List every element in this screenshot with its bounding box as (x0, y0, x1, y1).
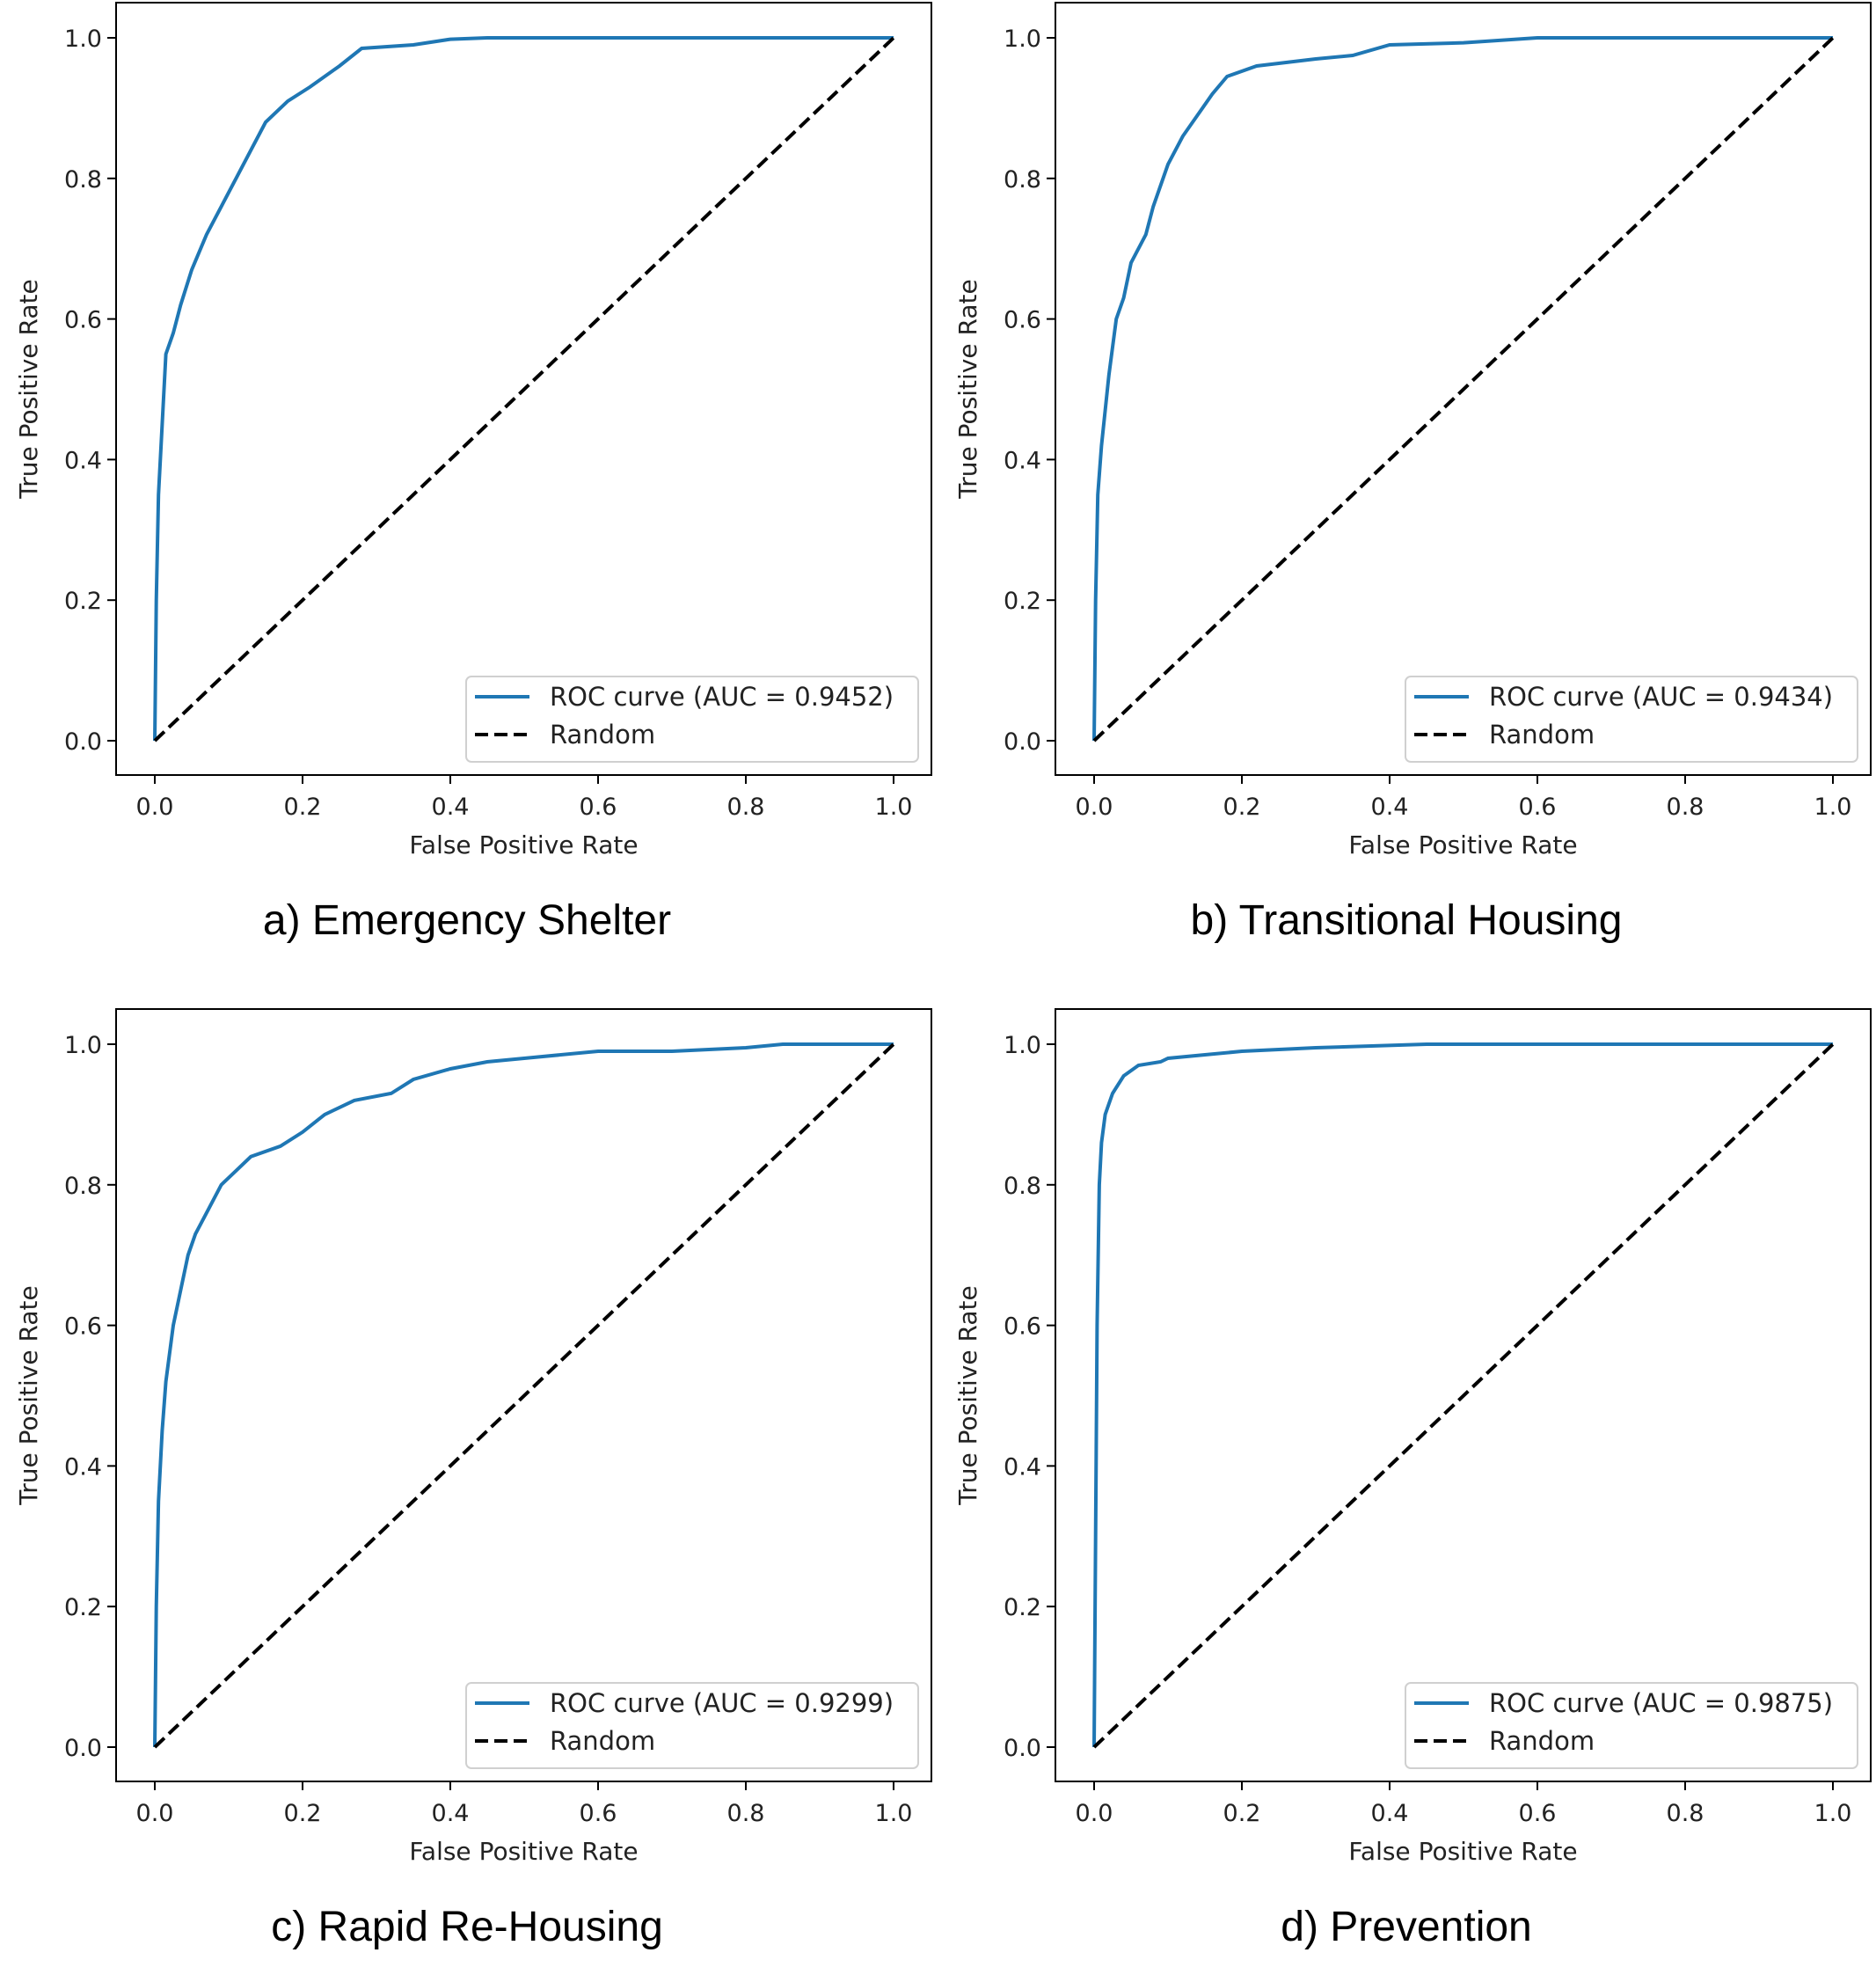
roc-panel: 0.0 0.2 0.4 0.6 0.8 1.0 0.0 0.2 0.4 0.6 0.8 1.0 Fals… (14, 1008, 932, 1950)
x-tick-label: 0.2 (284, 1800, 322, 1827)
legend-label: Random (550, 720, 655, 750)
legend-box (465, 1682, 919, 1769)
y-tick-label: 0.4 (1004, 1453, 1041, 1481)
x-tick-label: 0.8 (727, 1800, 765, 1827)
y-tick-label: 0.8 (1004, 1173, 1041, 1200)
roc-panel: 0.0 0.2 0.4 0.6 0.8 1.0 0.0 0.2 0.4 0.6 0.8 1.0 Fals… (953, 2, 1872, 944)
y-tick-label: 1.0 (1004, 1032, 1041, 1059)
x-tick-label: 0.8 (1667, 1800, 1704, 1827)
legend-label: Random (1489, 720, 1595, 750)
y-tick-label: 0.4 (64, 1453, 102, 1481)
y-axis-label: True Positive Rate (14, 279, 43, 499)
roc-curve (1092, 36, 1833, 742)
x-axis-label: False Positive Rate (409, 830, 638, 859)
y-tick-label: 0.8 (64, 166, 102, 194)
y-tick-label: 0.4 (64, 447, 102, 474)
roc-curve (1092, 1042, 1833, 1748)
x-tick-label: 0.6 (580, 1800, 617, 1827)
legend: ROC curve (AUC = 0.9875) Random (1405, 1682, 1858, 1769)
random-line (153, 1042, 895, 1749)
axes-frame (1055, 2, 1872, 776)
x-axis-label: False Positive Rate (1348, 830, 1577, 859)
y-axis-label: True Positive Rate (953, 279, 982, 499)
x-tick-label: 0.2 (284, 794, 322, 821)
y-tick-label: 1.0 (64, 26, 102, 53)
roc-curve (153, 1042, 894, 1748)
random-line (1092, 36, 1835, 742)
y-tick-label: 0.2 (1004, 588, 1041, 615)
random-line (153, 36, 895, 742)
legend-label: Random (550, 1726, 655, 1756)
legend-box (1405, 1682, 1858, 1769)
legend-label: ROC curve (AUC = 0.9452) (550, 682, 894, 712)
y-tick-label: 0.6 (1004, 307, 1041, 334)
roc-panel: 0.0 0.2 0.4 0.6 0.8 1.0 0.0 0.2 0.4 0.6 0.8 1.0 Fals… (953, 1008, 1872, 1950)
panel-caption: d) Prevention (1281, 1904, 1532, 1950)
legend-label: ROC curve (AUC = 0.9299) (550, 1688, 894, 1718)
y-tick-label: 0.4 (1004, 447, 1041, 474)
panel-caption: b) Transitional Housing (1191, 897, 1623, 944)
panel-caption: a) Emergency Shelter (263, 897, 671, 944)
x-tick-label: 0.4 (1371, 1800, 1409, 1827)
x-tick-label: 0.8 (727, 794, 765, 821)
x-tick-label: 0.0 (1076, 1800, 1113, 1827)
y-axis-label: True Positive Rate (953, 1285, 982, 1505)
x-tick-label: 0.0 (136, 794, 174, 821)
roc-panel: 0.0 0.2 0.4 0.6 0.8 1.0 0.0 0.2 0.4 0.6 0.8 1.0 Fals… (14, 2, 932, 944)
panel-caption: c) Rapid Re-Housing (271, 1904, 663, 1950)
y-tick-label: 0.8 (64, 1173, 102, 1200)
x-tick-label: 1.0 (875, 1800, 913, 1827)
y-tick-label: 1.0 (64, 1032, 102, 1059)
y-tick-label: 0.0 (1004, 728, 1041, 756)
x-axis-label: False Positive Rate (1348, 1837, 1577, 1866)
axes-frame (1055, 1008, 1872, 1782)
x-tick-label: 0.6 (1519, 794, 1557, 821)
x-tick-label: 0.8 (1667, 794, 1704, 821)
y-tick-label: 0.6 (64, 307, 102, 334)
y-tick-label: 0.0 (64, 728, 102, 756)
legend-label: Random (1489, 1726, 1595, 1756)
x-tick-label: 0.4 (432, 1800, 470, 1827)
x-tick-label: 1.0 (1814, 794, 1852, 821)
roc-curve (153, 36, 894, 742)
legend-label: ROC curve (AUC = 0.9434) (1489, 682, 1833, 712)
legend: ROC curve (AUC = 0.9452) Random (465, 676, 919, 763)
x-tick-label: 0.4 (432, 794, 470, 821)
axes-frame (115, 2, 932, 776)
x-tick-label: 0.2 (1223, 794, 1261, 821)
y-tick-label: 0.6 (1004, 1313, 1041, 1341)
x-tick-label: 1.0 (875, 794, 913, 821)
x-tick-label: 0.2 (1223, 1800, 1261, 1827)
y-tick-label: 0.2 (1004, 1594, 1041, 1621)
y-tick-label: 0.2 (64, 1594, 102, 1621)
x-axis-label: False Positive Rate (409, 1837, 638, 1866)
y-axis-label: True Positive Rate (14, 1285, 43, 1505)
legend-label: ROC curve (AUC = 0.9875) (1489, 1688, 1833, 1718)
x-tick-label: 0.0 (136, 1800, 174, 1827)
random-line (1092, 1042, 1835, 1749)
y-tick-label: 0.0 (64, 1735, 102, 1762)
legend-box (465, 676, 919, 763)
y-tick-label: 1.0 (1004, 26, 1041, 53)
x-tick-label: 0.6 (580, 794, 617, 821)
legend-box (1405, 676, 1858, 763)
x-tick-label: 0.0 (1076, 794, 1113, 821)
x-tick-label: 0.6 (1519, 1800, 1557, 1827)
y-tick-label: 0.8 (1004, 166, 1041, 194)
legend: ROC curve (AUC = 0.9299) Random (465, 1682, 919, 1769)
y-tick-label: 0.6 (64, 1313, 102, 1341)
y-tick-label: 0.2 (64, 588, 102, 615)
x-tick-label: 0.4 (1371, 794, 1409, 821)
axes-frame (115, 1008, 932, 1782)
legend: ROC curve (AUC = 0.9434) Random (1405, 676, 1858, 763)
y-tick-label: 0.0 (1004, 1735, 1041, 1762)
x-tick-label: 1.0 (1814, 1800, 1852, 1827)
